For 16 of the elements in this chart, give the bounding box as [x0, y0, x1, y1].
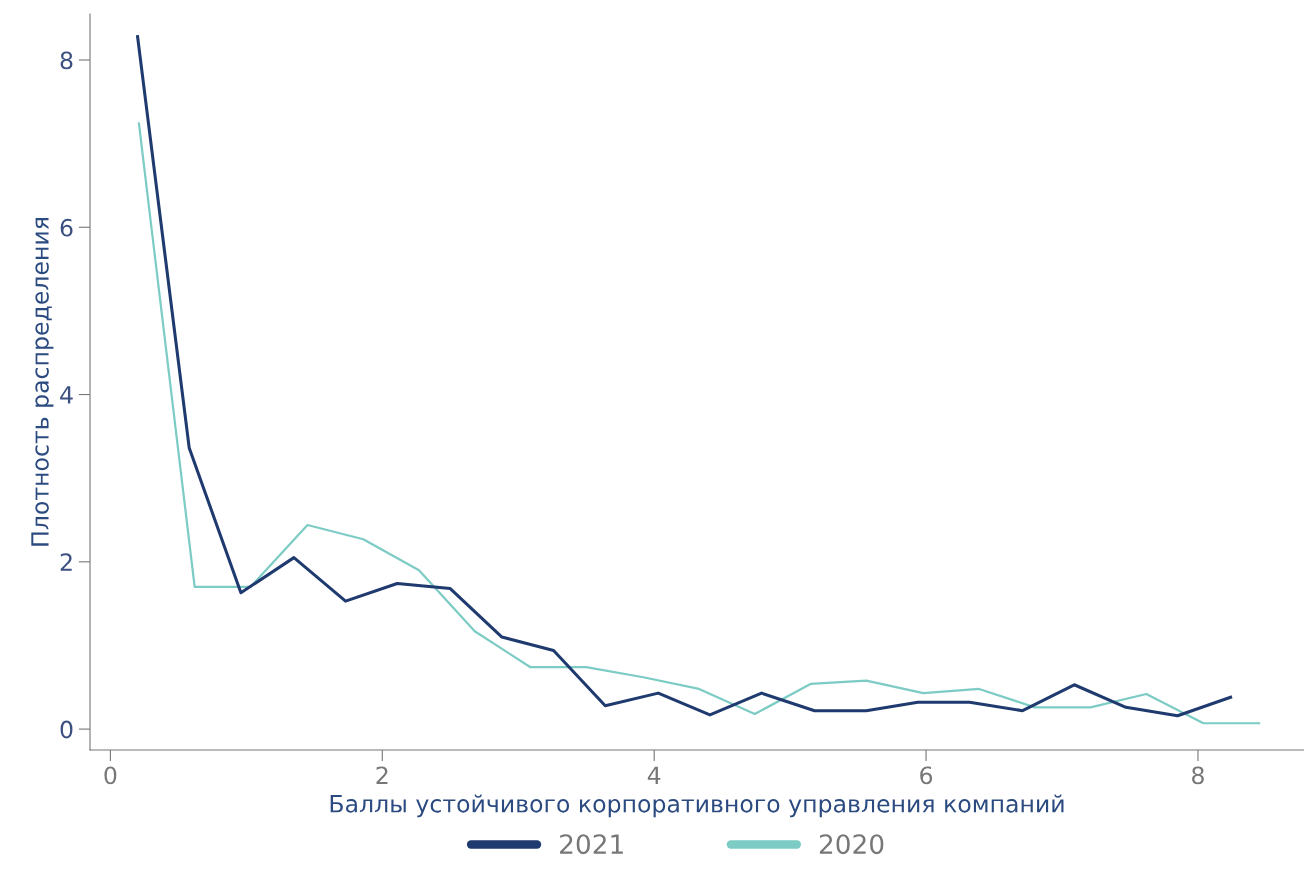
y-axis-title: Плотность распределения: [31, 218, 54, 546]
x-tick-label: 0: [104, 766, 117, 785]
legend-label: 2021: [560, 834, 623, 855]
y-tick-label: 6: [60, 218, 73, 237]
x-tick-label: 8: [1192, 766, 1204, 785]
y-tick-label: 2: [60, 553, 72, 571]
line-series: [136, 35, 1233, 718]
x-axis-title: Баллы устойчивого корпоративного управления компаний: [330, 794, 1064, 818]
x-tick-label: 4: [647, 766, 661, 784]
x-tick-label: 2: [376, 766, 388, 784]
y-tick-label: 0: [60, 720, 73, 739]
legend-label: 2020: [819, 834, 884, 855]
line-series: [137, 122, 1261, 725]
y-tick-label: 8: [60, 51, 73, 70]
x-tick-label: 6: [920, 766, 933, 785]
y-tick-label: 4: [60, 386, 73, 404]
